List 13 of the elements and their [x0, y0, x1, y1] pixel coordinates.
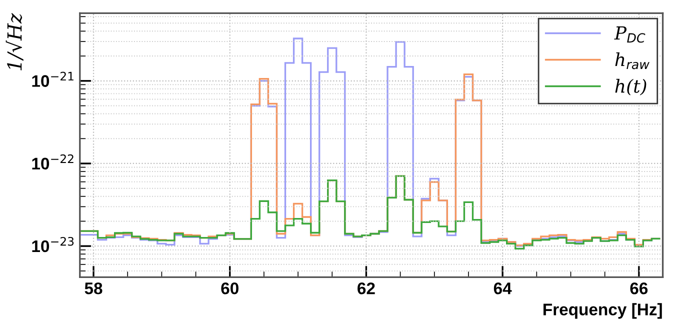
legend-label: h(t) [615, 78, 646, 96]
x-tick-label: 62 [358, 282, 375, 294]
y-tick-label: 10$^{−23}$ [32, 236, 74, 252]
y-tick-label: 10$^{−22}$ [32, 154, 74, 170]
x-tick-label: 64 [494, 282, 512, 294]
legend-label: h$_{raw}$ [615, 52, 650, 70]
x-tick-label: 60 [221, 282, 238, 294]
x-tick-label: 58 [84, 282, 102, 294]
x-axis-title: Frequency [Hz] [544, 303, 662, 319]
y-tick-label: 10$^{−21}$ [32, 72, 74, 87]
y-axis-title: 1/√Hz [6, 13, 24, 70]
x-tick-label: 66 [630, 282, 648, 294]
legend-label: P$_{DC}$ [614, 26, 646, 43]
